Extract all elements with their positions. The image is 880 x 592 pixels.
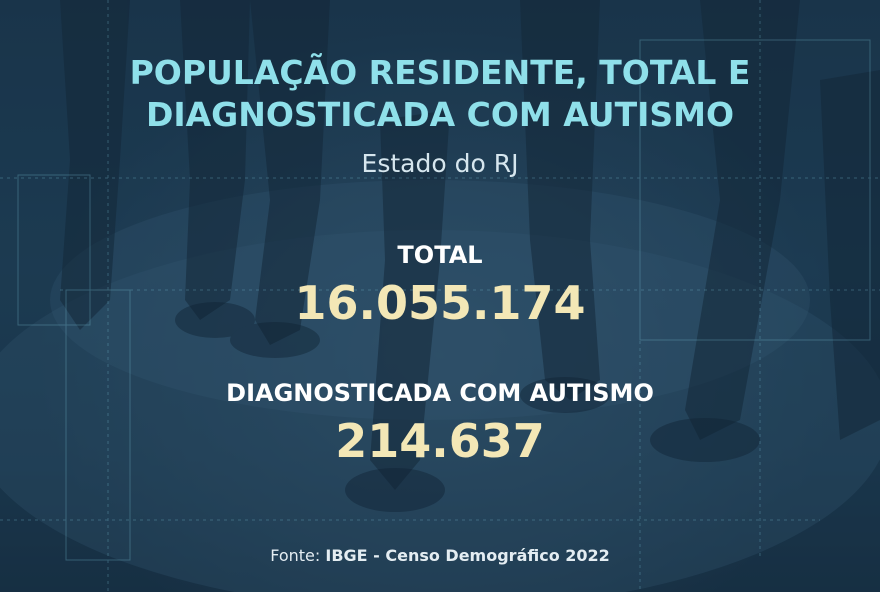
subtitle-region: Estado do RJ bbox=[361, 149, 519, 178]
title-line-2: DIAGNOSTICADA COM AUTISMO bbox=[145, 95, 735, 134]
total-value: 16.055.174 bbox=[294, 276, 586, 330]
source-credit: Fonte: IBGE - Censo Demográfico 2022 bbox=[0, 545, 880, 567]
total-label: TOTAL bbox=[397, 241, 483, 269]
source-text: IBGE - Censo Demográfico 2022 bbox=[325, 546, 610, 565]
title-line-1: POPULAÇÃO RESIDENTE, TOTAL E bbox=[129, 53, 751, 92]
autism-value: 214.637 bbox=[335, 414, 545, 468]
autism-label: DIAGNOSTICADA COM AUTISMO bbox=[226, 379, 654, 407]
page-title: POPULAÇÃO RESIDENTE, TOTAL E DIAGNOSTICA… bbox=[0, 52, 880, 136]
source-prefix: Fonte: bbox=[270, 546, 326, 565]
